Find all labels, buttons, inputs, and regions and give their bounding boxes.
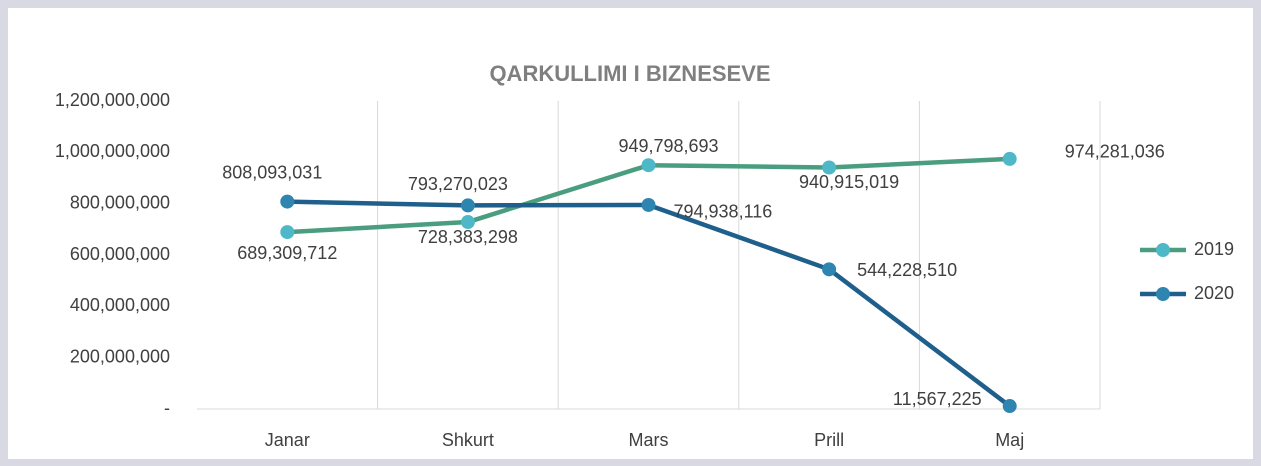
legend-marker xyxy=(1156,287,1170,301)
x-tick-label: Maj xyxy=(995,430,1024,450)
y-tick-label: 1,200,000,000 xyxy=(55,90,170,110)
marker xyxy=(641,158,656,173)
y-tick-label: 200,000,000 xyxy=(70,346,170,366)
data-label: 544,228,510 xyxy=(857,260,957,280)
legend-label: 2019 xyxy=(1194,239,1234,259)
data-label: 793,270,023 xyxy=(408,174,508,194)
legend-marker xyxy=(1156,243,1170,257)
y-tick-label: 800,000,000 xyxy=(70,192,170,212)
marker xyxy=(460,215,475,230)
marker xyxy=(822,160,837,175)
x-tick-label: Janar xyxy=(265,430,310,450)
marker xyxy=(641,197,656,212)
data-label: 689,309,712 xyxy=(237,243,337,263)
data-label: 949,798,693 xyxy=(618,136,718,156)
data-label: 11,567,225 xyxy=(893,389,982,409)
chart-title: QARKULLIMI I BIZNESEVE xyxy=(489,61,770,86)
x-tick-label: Prill xyxy=(814,430,844,450)
marker xyxy=(280,225,295,240)
marker xyxy=(1002,151,1017,166)
data-label: 940,915,019 xyxy=(799,172,899,192)
y-tick-label: 400,000,000 xyxy=(70,295,170,315)
y-tick-label: 600,000,000 xyxy=(70,244,170,264)
data-label: 794,938,116 xyxy=(674,202,773,222)
marker xyxy=(280,194,295,209)
y-tick-label: 1,000,000,000 xyxy=(55,141,170,161)
data-label: 974,281,036 xyxy=(1065,142,1165,162)
data-label: 808,093,031 xyxy=(222,162,322,182)
y-tick-label: - xyxy=(164,398,170,418)
marker xyxy=(1002,399,1017,414)
marker xyxy=(460,198,475,213)
x-tick-label: Mars xyxy=(629,430,669,450)
data-label: 728,383,298 xyxy=(418,227,518,247)
x-tick-label: Shkurt xyxy=(442,430,494,450)
chart-area xyxy=(8,8,1253,459)
marker xyxy=(822,262,837,277)
legend-label: 2020 xyxy=(1194,283,1234,303)
